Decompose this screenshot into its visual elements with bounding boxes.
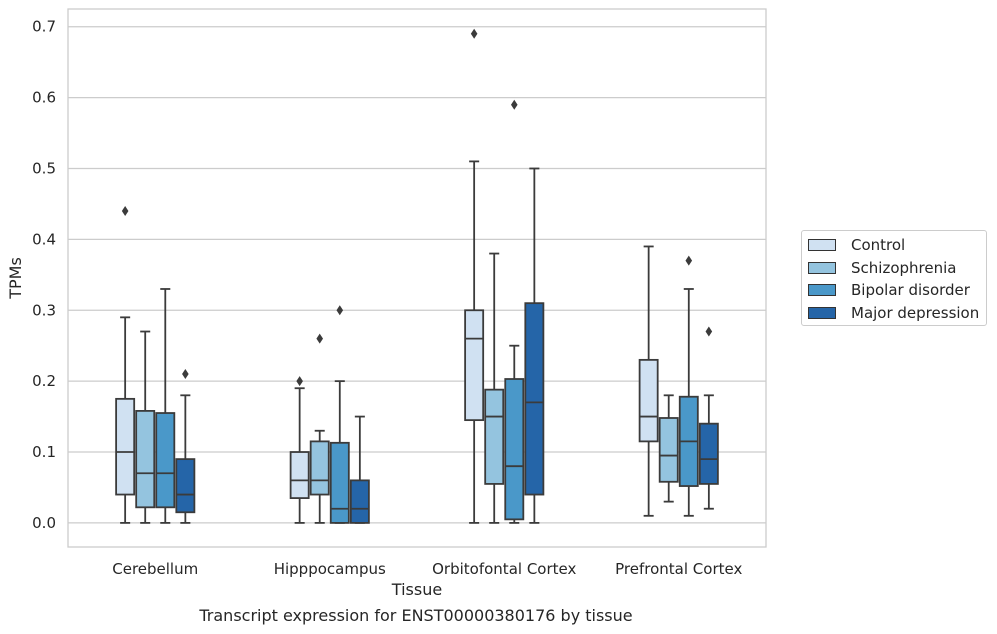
legend-swatch — [808, 239, 836, 251]
outlier-point — [510, 99, 518, 110]
outlier-point — [336, 305, 344, 316]
legend-label: Bipolar disorder — [851, 281, 970, 299]
outlier-point — [182, 369, 189, 380]
plot-area — [67, 8, 767, 548]
outlier-point — [470, 28, 478, 39]
box-iqr — [658, 417, 679, 483]
box-major-depression — [349, 415, 370, 524]
box-iqr — [155, 412, 176, 509]
y-tick-label: 0.6 — [32, 89, 56, 107]
legend-swatch — [808, 306, 836, 319]
box-iqr — [329, 441, 350, 524]
box-iqr — [135, 410, 156, 509]
box-iqr — [349, 479, 370, 524]
box-iqr — [484, 388, 505, 485]
box-iqr — [115, 397, 136, 496]
box-schizophrenia — [309, 333, 330, 524]
box-iqr — [698, 422, 719, 485]
box-schizophrenia — [484, 252, 505, 524]
outlier-point — [705, 326, 713, 337]
legend-swatch — [808, 284, 836, 296]
box-schizophrenia — [135, 330, 156, 524]
box-control — [464, 28, 485, 524]
outlier-point — [121, 206, 129, 217]
legend-swatch — [808, 261, 836, 274]
y-tick-label: 0.3 — [32, 301, 56, 319]
box-major-depression — [175, 369, 196, 524]
legend-item: Control — [808, 234, 905, 256]
x-axis-label: Tissue — [391, 580, 442, 599]
box-bipolar-disorder — [504, 99, 525, 524]
box-major-depression — [524, 167, 545, 524]
box-major-depression — [698, 326, 719, 510]
box-bipolar-disorder — [678, 255, 699, 517]
y-axis-ticks: 0.0 0.1 0.2 0.3 0.4 0.5 0.6 0.7 — [32, 18, 56, 532]
box-control — [289, 376, 310, 524]
legend-item: Schizophrenia — [808, 257, 956, 279]
outlier-point — [685, 255, 693, 266]
y-tick-label: 0.7 — [32, 18, 56, 36]
legend-item: Bipolar disorder — [808, 279, 970, 301]
y-tick-label: 0.5 — [32, 159, 56, 177]
legend-label: Schizophrenia — [851, 258, 957, 277]
legend: Control Schizophrenia Bipolar disorder Majo… — [801, 230, 987, 326]
x-axis-ticks: Cerebellum Hipppocampus Orbitofontal Corte… — [112, 560, 742, 578]
box-control — [638, 245, 659, 517]
figure-caption: Transcript expression for ENST0000038017… — [199, 606, 633, 625]
box-bipolar-disorder — [155, 288, 176, 524]
box-iqr — [638, 358, 659, 443]
x-tick-label: Cerebellum — [112, 560, 198, 578]
outlier-point — [296, 376, 303, 387]
box-iqr — [309, 440, 330, 496]
legend-label: Control — [851, 236, 906, 254]
x-tick-label: Prefrontal Cortex — [615, 560, 742, 578]
box-iqr — [289, 451, 310, 499]
box-control — [115, 206, 136, 524]
y-tick-label: 0.0 — [32, 514, 56, 532]
box-iqr — [524, 302, 545, 496]
x-tick-label: Orbitofontal Cortex — [432, 560, 576, 578]
y-tick-label: 0.2 — [32, 372, 56, 390]
legend-item: Major depression — [808, 302, 979, 324]
x-tick-label: Hipppocampus — [274, 560, 386, 578]
y-tick-label: 0.4 — [32, 230, 56, 248]
box-iqr — [504, 378, 525, 521]
box-schizophrenia — [658, 394, 679, 503]
box-iqr — [175, 458, 196, 514]
y-tick-label: 0.1 — [32, 443, 56, 461]
box-bipolar-disorder — [329, 305, 350, 524]
legend-label: Major depression — [851, 303, 980, 322]
box-iqr — [464, 309, 485, 422]
outlier-point — [316, 333, 324, 344]
box-groups — [115, 28, 719, 524]
y-axis-label: TPMs — [6, 257, 25, 300]
